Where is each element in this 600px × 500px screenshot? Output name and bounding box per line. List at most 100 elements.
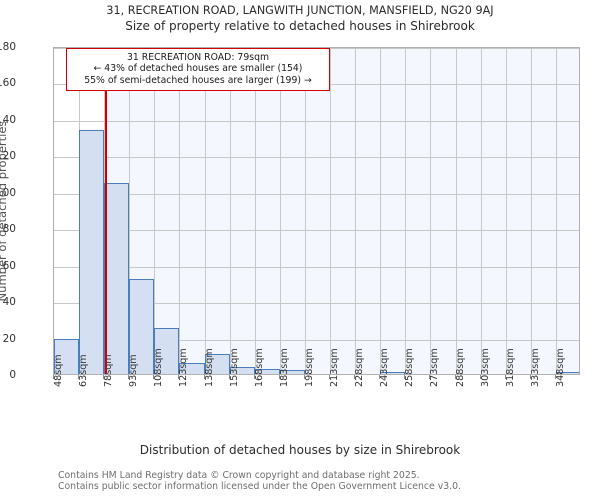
gridline-vertical — [480, 48, 482, 374]
x-axis-tickmark — [354, 375, 356, 379]
gridline-vertical — [129, 48, 131, 374]
footer-line-1: Contains HM Land Registry data © Crown c… — [58, 470, 420, 481]
footer-line-2: Contains public sector information licen… — [58, 481, 461, 492]
x-axis-tick-label: 123sqm — [178, 348, 189, 387]
page-title: 31, RECREATION ROAD, LANGWITH JUNCTION, … — [106, 4, 494, 17]
x-axis-tickmark — [554, 375, 556, 379]
y-axis-tick-label: 160 — [0, 77, 16, 90]
x-axis-tick-label: 228sqm — [354, 348, 365, 387]
footer: Contains HM Land Registry data © Crown c… — [58, 470, 598, 492]
y-axis-tick-label: 0 — [9, 369, 16, 381]
gridline-horizontal — [54, 339, 579, 341]
x-axis-title: Distribution of detached houses by size … — [139, 443, 461, 457]
gridline-horizontal — [54, 120, 579, 122]
x-axis-tick-label: 213sqm — [329, 348, 340, 387]
bar — [555, 372, 579, 374]
bar — [179, 363, 205, 374]
x-axis-tick-label: 198sqm — [304, 348, 315, 387]
x-axis-tickmark — [228, 375, 230, 379]
gridline-vertical — [204, 48, 206, 374]
x-axis-tickmark — [103, 375, 105, 379]
gridline-vertical — [380, 48, 382, 374]
x-axis-tickmark — [278, 375, 280, 379]
bar — [279, 370, 305, 374]
gridline-horizontal — [54, 266, 579, 268]
y-axis-tick-label: 100 — [0, 186, 16, 199]
chart-subtitle: Size of property relative to detached ho… — [125, 19, 475, 33]
gridline-vertical — [555, 48, 557, 374]
bar — [79, 129, 105, 374]
x-axis-tick-label: 93sqm — [128, 354, 139, 387]
x-axis-tickmark — [128, 375, 130, 379]
x-axis-tick-label: 108sqm — [153, 348, 164, 387]
gridline-horizontal — [54, 157, 579, 159]
x-axis-tickmark — [454, 375, 456, 379]
gridline-vertical — [229, 48, 231, 374]
x-axis-tick-label: 48sqm — [53, 354, 64, 387]
x-axis-tickmark — [178, 375, 180, 379]
bar — [254, 368, 280, 374]
x-axis-tick-label: 78sqm — [103, 354, 114, 387]
property-annotation-box: 31 RECREATION ROAD: 79sqm ← 43% of detac… — [66, 48, 330, 92]
gridline-vertical — [179, 48, 181, 374]
gridline-vertical — [405, 48, 407, 374]
x-axis-tickmark — [479, 375, 481, 379]
x-axis-tick-label: 303sqm — [480, 348, 491, 387]
x-axis-tickmark — [379, 375, 381, 379]
y-axis-tick-label: 80 — [2, 223, 16, 236]
x-axis-tickmark — [53, 375, 54, 379]
x-axis-tick-label: 273sqm — [429, 348, 440, 387]
gridline-vertical — [330, 48, 332, 374]
y-axis-tick-label: 140 — [0, 113, 16, 126]
property-size-marker-line — [104, 48, 107, 374]
bar — [104, 182, 130, 374]
y-axis-tick-label: 60 — [2, 259, 16, 272]
x-axis-tickmark — [78, 375, 80, 379]
annotation-line-1: 31 RECREATION ROAD: 79sqm — [126, 52, 270, 63]
gridline-vertical — [304, 48, 306, 374]
x-axis-tickmark — [203, 375, 205, 379]
x-axis-tick-label: 168sqm — [254, 348, 265, 387]
x-axis-tick-label: 153sqm — [229, 348, 240, 387]
y-axis-tick-label: 120 — [0, 150, 16, 163]
gridline-vertical — [430, 48, 432, 374]
x-axis-tick-label: 258sqm — [404, 348, 415, 387]
y-axis-title-wrapper: Number of detached properties — [0, 47, 12, 375]
bar — [204, 353, 230, 374]
plot-area — [53, 47, 580, 375]
bar — [380, 372, 406, 374]
x-axis-tick-label: 243sqm — [379, 348, 390, 387]
x-axis-tick-label: 318sqm — [505, 348, 516, 387]
y-axis-tick-label: 180 — [0, 41, 16, 53]
x-axis-tickmark — [303, 375, 305, 379]
bar — [129, 279, 155, 374]
x-axis-tickmark — [429, 375, 431, 379]
gridline-vertical — [279, 48, 281, 374]
y-axis-title: Number of detached properties — [0, 120, 9, 302]
x-axis-tickmark — [404, 375, 406, 379]
gridline-vertical — [355, 48, 357, 374]
annotation-line-3: 55% of semi-detached houses are larger (… — [84, 74, 312, 86]
bar — [229, 366, 255, 374]
chart-title-block: 31, RECREATION ROAD, LANGWITH JUNCTION, … — [0, 3, 600, 34]
gridline-horizontal — [54, 303, 579, 305]
x-axis-tick-label: 333sqm — [530, 348, 541, 387]
x-axis-tick-label: 183sqm — [279, 348, 290, 387]
y-axis-tick-label: 40 — [2, 296, 16, 309]
gridline-vertical — [154, 48, 156, 374]
y-axis-tick-label: 20 — [2, 332, 16, 345]
x-axis-tickmark — [153, 375, 155, 379]
bar — [154, 328, 180, 374]
bar — [54, 339, 80, 374]
plot-background-shaded — [105, 48, 579, 374]
gridline-horizontal — [54, 230, 579, 232]
x-axis-tickmark — [253, 375, 255, 379]
x-axis-tick-label: 138sqm — [204, 348, 215, 387]
x-axis-tickmark — [529, 375, 531, 379]
gridline-vertical — [530, 48, 532, 374]
x-axis-tickmark — [504, 375, 506, 379]
gridline-horizontal — [54, 193, 579, 195]
x-axis-tick-label: 348sqm — [555, 348, 566, 387]
x-axis-tick-label: 63sqm — [78, 354, 89, 387]
